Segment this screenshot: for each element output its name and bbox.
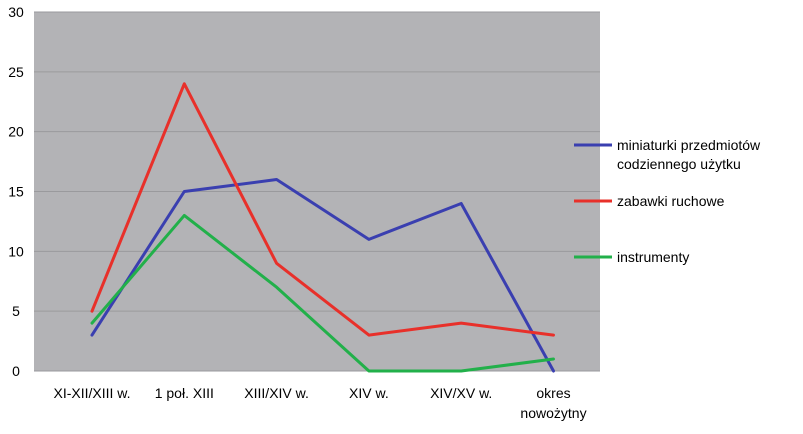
x-axis-ticks: XI-XII/XIII w. 1 poł. XIII XIII/XIV w. XIV … — [53, 385, 586, 421]
y-tick-label: 20 — [8, 124, 24, 140]
y-tick-label: 30 — [8, 4, 24, 20]
y-tick-label: 0 — [12, 363, 20, 379]
y-tick-label: 10 — [8, 243, 24, 259]
series-line — [90, 178, 555, 373]
gridlines — [34, 11, 600, 372]
x-tick-label: XI-XII/XIII w. — [53, 385, 130, 401]
series-lines — [90, 82, 555, 373]
x-tick-label: XIV w. — [349, 385, 389, 401]
y-axis-ticks: 0 5 10 15 20 25 30 — [8, 4, 24, 379]
x-tick-label: 1 poł. XIII — [155, 385, 214, 401]
legend-label: zabawki ruchowe — [617, 193, 725, 209]
legend: miniaturki przedmiotów codziennego użytku… — [574, 137, 761, 265]
series-line — [90, 82, 555, 337]
x-tick-label: XIII/XIV w. — [244, 385, 309, 401]
x-tick-label: XIV/XV w. — [430, 385, 492, 401]
x-tick-label: okres nowożytny — [520, 385, 586, 421]
y-tick-label: 15 — [8, 184, 24, 200]
legend-label: miniaturki przedmiotów codziennego użytku — [617, 137, 761, 172]
y-tick-label: 5 — [12, 303, 20, 319]
legend-label: instrumenty — [617, 249, 689, 265]
series-line — [90, 213, 555, 373]
y-tick-label: 25 — [8, 64, 24, 80]
